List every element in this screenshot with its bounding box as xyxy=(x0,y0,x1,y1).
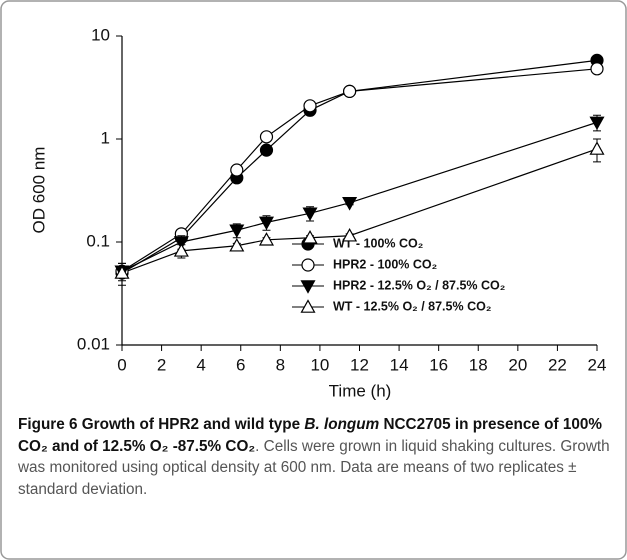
legend-label: HPR2 - 12.5% O₂ / 87.5% CO₂ xyxy=(333,278,505,292)
caption-title-end: NCC2705 in presence of 100% CO₂ and of 1… xyxy=(18,416,602,455)
caption: Figure 6 Growth of HPR2 and wild type B.… xyxy=(18,414,614,500)
marker xyxy=(230,163,244,177)
marker xyxy=(229,224,245,238)
marker xyxy=(589,116,605,131)
marker xyxy=(114,265,130,279)
x-tick-label: 10 xyxy=(310,355,329,374)
x-tick-label: 2 xyxy=(157,355,166,374)
x-tick-label: 14 xyxy=(390,355,409,374)
marker xyxy=(258,216,274,231)
marker xyxy=(258,232,274,246)
legend-marker xyxy=(301,258,315,272)
caption-title-italic: B. longum xyxy=(304,416,380,433)
x-axis-label: Time (h) xyxy=(329,381,392,400)
legend-marker xyxy=(300,280,316,294)
marker xyxy=(229,237,245,252)
y-tick-label: 1 xyxy=(101,128,110,147)
caption-text: . Cells were grown in liquid shaking cul… xyxy=(18,437,610,498)
marker xyxy=(259,143,274,157)
marker xyxy=(589,141,605,155)
marker xyxy=(173,243,189,257)
legend-marker xyxy=(300,299,316,313)
y-tick-label: 0.01 xyxy=(77,334,110,353)
x-tick-label: 12 xyxy=(350,355,369,374)
series-line xyxy=(121,148,598,274)
marker xyxy=(303,99,317,113)
x-tick-label: 20 xyxy=(508,355,527,374)
x-tick-label: 8 xyxy=(276,355,285,374)
x-tick-label: 4 xyxy=(196,355,205,374)
legend-label: HPR2 - 100% CO₂ xyxy=(333,257,437,271)
legend-label: WT - 12.5% O₂ / 87.5% CO₂ xyxy=(333,299,491,313)
caption-title-start: Figure 6 Growth of HPR2 and wild type xyxy=(18,416,305,433)
marker xyxy=(173,236,189,250)
y-axis-label: OD 600 nm xyxy=(29,147,48,234)
y-tick-label: 0.1 xyxy=(86,231,110,250)
x-tick-label: 24 xyxy=(588,355,607,374)
marker xyxy=(302,230,318,244)
caption-title: Figure 6 Growth of HPR2 and wild type B.… xyxy=(18,416,602,455)
marker xyxy=(259,130,274,144)
marker xyxy=(342,197,358,211)
x-tick-label: 22 xyxy=(548,355,567,374)
marker xyxy=(302,207,318,222)
marker xyxy=(342,228,358,242)
x-tick-label: 16 xyxy=(429,355,448,374)
x-tick-label: 6 xyxy=(236,355,245,374)
x-tick-label: 18 xyxy=(469,355,488,374)
marker xyxy=(590,62,604,76)
y-tick-label: 10 xyxy=(91,25,110,44)
marker xyxy=(343,84,357,98)
x-tick-label: 0 xyxy=(117,355,126,374)
